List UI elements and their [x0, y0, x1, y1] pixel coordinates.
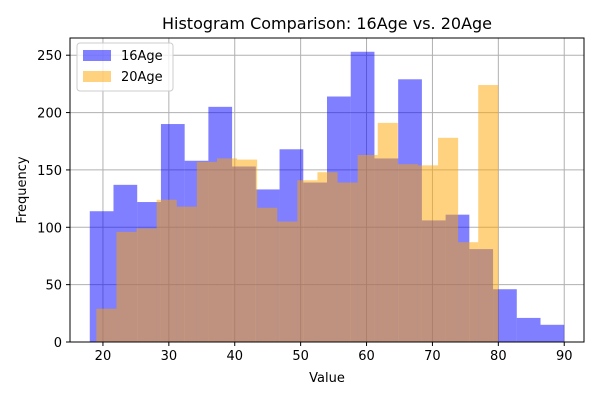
bar-20age-19: [478, 85, 499, 342]
bar-20age-5: [196, 161, 217, 342]
bar-20age-15: [397, 164, 418, 342]
y-axis-ticks: 0 50 100 150 200 250: [37, 49, 70, 351]
y-tick-label: 100: [37, 221, 62, 236]
bar-20age-1: [116, 231, 137, 342]
series-20age-bars: [96, 85, 499, 342]
legend: 16Age 20Age: [76, 42, 174, 92]
bar-16age-19: [540, 324, 565, 342]
bar-16age-18: [516, 317, 541, 342]
bar-20age-11: [317, 172, 338, 342]
bar-20age-8: [257, 207, 278, 342]
bar-20age-7: [237, 159, 258, 342]
x-tick-label: 80: [490, 349, 507, 364]
legend-swatch-16age: [83, 50, 111, 61]
bar-20age-0: [96, 308, 117, 342]
y-tick-label: 0: [54, 336, 62, 351]
legend-swatch-20age: [83, 71, 111, 82]
x-axis-ticks: 20 30 40 50 60 70 80 90: [95, 342, 573, 364]
bar-20age-2: [136, 228, 157, 342]
x-tick-label: 20: [95, 349, 112, 364]
plot-frame: [69, 37, 585, 343]
legend-label-16age: 16Age: [121, 49, 163, 64]
bar-20age-18: [458, 242, 479, 342]
bar-20age-16: [417, 165, 439, 342]
x-tick-label: 60: [358, 349, 375, 364]
x-tick-label: 90: [556, 349, 573, 364]
y-tick-label: 200: [37, 107, 62, 122]
bar-16age-17: [493, 289, 517, 342]
x-axis-label: Value: [309, 371, 345, 386]
y-tick-label: 150: [37, 164, 62, 179]
x-tick-label: 30: [161, 349, 178, 364]
bar-20age-17: [438, 137, 459, 342]
bar-20age-10: [297, 180, 318, 342]
y-axis-label: Frequency: [15, 156, 30, 223]
bar-20age-12: [337, 182, 358, 342]
y-tick-label: 250: [37, 49, 62, 64]
bar-20age-13: [357, 155, 378, 342]
bar-20age-4: [176, 206, 197, 342]
y-tick-label: 50: [45, 279, 62, 294]
x-tick-label: 70: [424, 349, 441, 364]
x-tick-label: 40: [226, 349, 243, 364]
bar-20age-6: [216, 158, 238, 342]
chart-title: Histogram Comparison: 16Age vs. 20Age: [162, 14, 492, 33]
bar-20age-3: [156, 199, 177, 342]
x-tick-label: 50: [292, 349, 309, 364]
legend-label-20age: 20Age: [121, 70, 163, 85]
bar-20age-9: [277, 221, 298, 342]
bar-20age-14: [377, 122, 398, 342]
